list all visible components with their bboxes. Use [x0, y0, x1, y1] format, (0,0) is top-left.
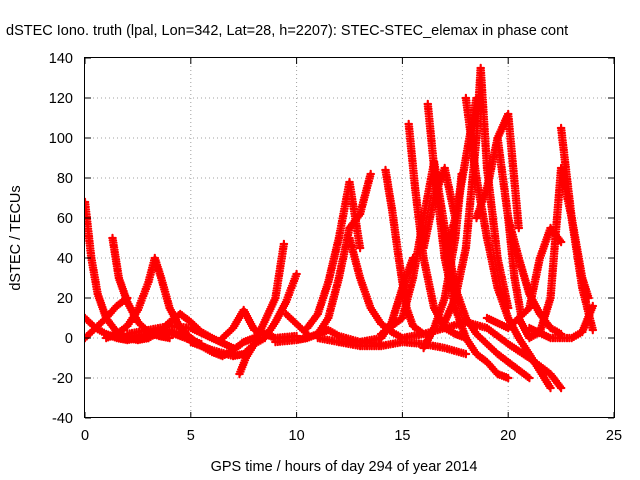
x-tick-label: 10 [289, 428, 305, 444]
x-axis: 0 5 10 15 20 25 [81, 58, 622, 444]
x-tick-label: 20 [500, 428, 516, 444]
data-series-arc-16 [345, 233, 407, 343]
series-layer [85, 63, 598, 393]
y-tick-label: 20 [57, 291, 73, 307]
y-axis: -40 -20 0 20 40 60 80 100 120 140 [49, 51, 614, 427]
chart-title: dSTEC Iono. truth (lpal, Lon=342, Lat=28… [6, 23, 568, 39]
data-series-arc-7 [123, 321, 238, 353]
data-series-arc-30 [514, 163, 598, 343]
x-tick-label: 0 [81, 428, 89, 444]
y-tick-label: 80 [57, 171, 73, 187]
data-series-arc-31 [556, 123, 593, 303]
data-series-arc-22 [419, 163, 460, 253]
x-tick-label: 5 [187, 428, 195, 444]
y-tick-label: -40 [52, 411, 73, 427]
data-series-arc-34 [482, 223, 566, 333]
y-tick-label: -20 [52, 371, 73, 387]
x-tick-label: 15 [394, 428, 410, 444]
y-tick-label: 40 [57, 251, 73, 267]
y-axis-label: dSTEC / TECUs [8, 185, 24, 290]
data-series-arc-36 [334, 253, 418, 347]
y-tick-label: 140 [49, 51, 73, 67]
axis-frame [84, 57, 615, 418]
data-series-arc-32 [503, 213, 566, 339]
x-axis-label: GPS time / hours of day 294 of year 2014 [211, 459, 478, 475]
y-tick-label: 120 [49, 91, 73, 107]
data-series-arc-10 [235, 269, 301, 379]
data-series-arc-33 [525, 301, 598, 343]
y-tick-label: 100 [49, 131, 73, 147]
plot-area [85, 63, 598, 393]
y-tick-label: 60 [57, 211, 73, 227]
y-tick-label: 0 [65, 331, 73, 347]
data-series-arc-35 [398, 317, 566, 393]
data-series-arc-13 [281, 309, 312, 339]
x-tick-label: 25 [606, 428, 622, 444]
